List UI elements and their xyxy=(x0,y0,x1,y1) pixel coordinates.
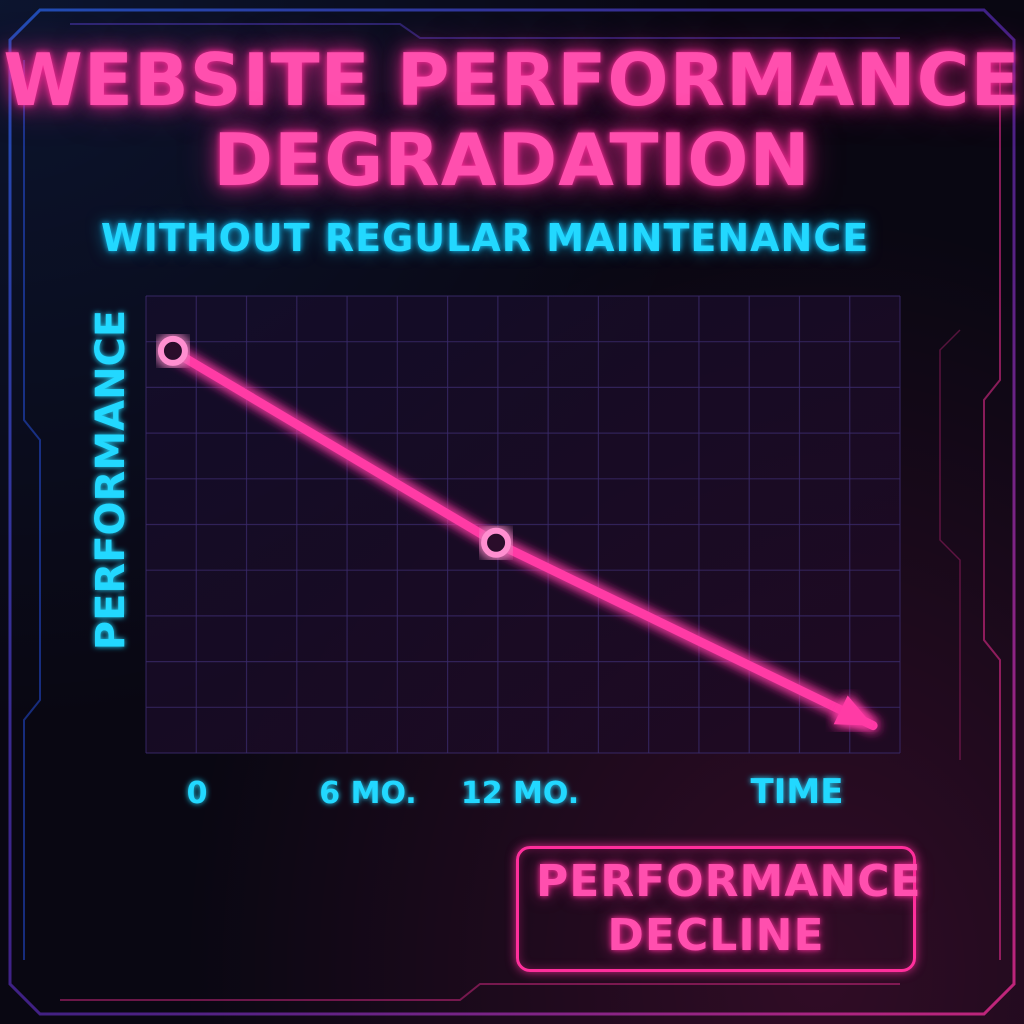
data-point-marker xyxy=(481,527,512,558)
chart-title: WEBSITE PERFORMANCE DEGRADATION xyxy=(3,38,1021,202)
legend-box: PERFORMANCE DECLINE xyxy=(516,846,922,972)
arrowhead xyxy=(833,695,874,726)
x-tick-label: 6 MO. xyxy=(319,776,416,811)
data-point-marker xyxy=(157,335,188,366)
x-axis-label: TIME xyxy=(751,772,844,812)
y-axis-label: PERFORMANCE xyxy=(88,310,134,651)
chart-subtitle: WITHOUT REGULAR MAINTENANCE xyxy=(100,216,870,260)
legend-label: PERFORMANCE DECLINE xyxy=(536,856,922,961)
x-tick-label: 0 xyxy=(187,776,208,811)
x-tick-label: 12 MO. xyxy=(461,776,579,811)
